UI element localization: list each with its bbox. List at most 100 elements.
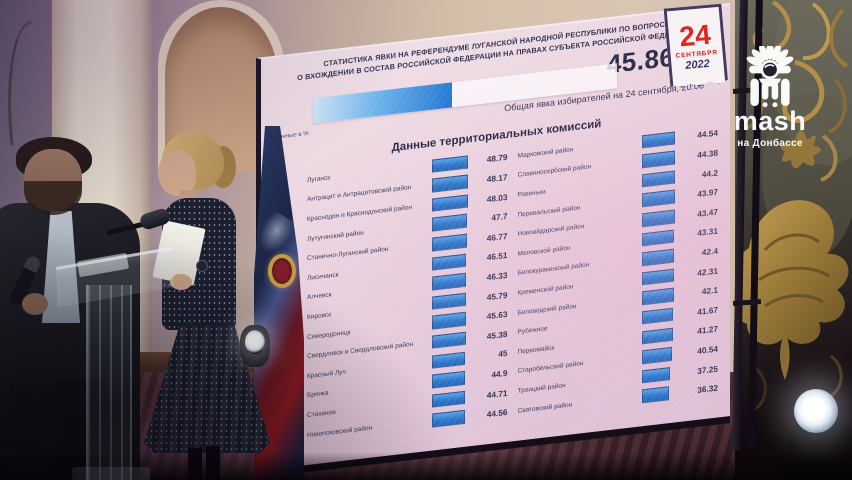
territory-bar bbox=[431, 174, 468, 193]
mash-matryoshka-logo-icon bbox=[746, 46, 794, 108]
acrylic-podium bbox=[48, 205, 180, 480]
territory-value: 43.47 bbox=[697, 206, 718, 219]
results-column-left: Луганск 48.79 Антрацит и Антрацитовский … bbox=[307, 147, 508, 445]
territory-bar bbox=[431, 292, 466, 310]
territory-bar bbox=[431, 253, 467, 271]
territory-bar bbox=[642, 209, 675, 227]
territory-bar bbox=[642, 229, 675, 247]
territory-bar-track bbox=[642, 130, 684, 149]
territory-bar bbox=[642, 268, 674, 286]
podium-acrylic-column bbox=[86, 285, 132, 480]
territory-value: 36.32 bbox=[697, 382, 718, 396]
territory-value: 41.27 bbox=[697, 323, 718, 337]
territory-bar-track bbox=[642, 150, 684, 169]
territory-bar bbox=[431, 410, 465, 428]
territory-bar bbox=[431, 272, 467, 291]
territory-bar-track bbox=[431, 174, 474, 193]
territory-bar-track bbox=[642, 267, 684, 286]
results-column-right: Марковский район 44.54 Славяносербский р… bbox=[518, 123, 719, 421]
territory-bar-track bbox=[431, 311, 474, 330]
territory-bar-track bbox=[431, 292, 474, 310]
territory-bar bbox=[431, 312, 466, 330]
territory-bar-track bbox=[642, 346, 684, 365]
man-hand bbox=[22, 293, 48, 315]
territory-value: 44.71 bbox=[486, 387, 508, 400]
territory-bar bbox=[642, 248, 674, 267]
territory-value: 44.9 bbox=[491, 367, 508, 380]
overall-turnout-progressbar-fill bbox=[313, 81, 453, 123]
territory-bar bbox=[642, 170, 676, 188]
territory-bar bbox=[642, 386, 670, 404]
territory-bar bbox=[642, 366, 670, 384]
territory-value: 45.79 bbox=[486, 289, 508, 302]
screen-content: СТАТИСТИКА ЯВКИ НА РЕФЕРЕНДУМЕ ЛУГАНСКОЙ… bbox=[261, 5, 730, 470]
territory-bar bbox=[431, 155, 469, 173]
territory-bar-track bbox=[431, 370, 474, 389]
territory-value: 43.31 bbox=[697, 225, 718, 239]
calendar-day: 24 bbox=[678, 18, 712, 53]
territory-bar bbox=[431, 351, 466, 369]
territory-bar bbox=[642, 288, 674, 306]
calendar-year: 2022 bbox=[684, 58, 711, 73]
territory-bar-track bbox=[431, 154, 474, 173]
territory-bar-track bbox=[431, 252, 474, 271]
territory-bar-track bbox=[642, 169, 684, 188]
mash-brand-text: mash bbox=[733, 106, 807, 136]
territory-value: 42.4 bbox=[701, 245, 718, 258]
territory-bar-track bbox=[642, 287, 684, 306]
territory-bar-track bbox=[642, 365, 684, 384]
territory-bar-track bbox=[431, 194, 474, 213]
territory-bar bbox=[642, 150, 676, 169]
territory-bar-track bbox=[431, 350, 474, 369]
calendar-date-card: 24 СЕНТЯБРЯ 2022 bbox=[664, 4, 729, 91]
territory-value: 46.33 bbox=[486, 269, 508, 283]
mash-watermark: mash на Донбассе bbox=[720, 46, 820, 149]
territory-value: 45.38 bbox=[486, 328, 508, 342]
territory-bar-track bbox=[431, 331, 474, 350]
territory-bar bbox=[642, 327, 673, 345]
territory-value: 48.79 bbox=[486, 152, 508, 165]
territory-bar-track bbox=[642, 228, 684, 247]
territory-bar bbox=[431, 194, 468, 213]
territory-bar bbox=[431, 331, 466, 350]
territory-bar bbox=[642, 131, 676, 149]
territory-value: 43.97 bbox=[697, 186, 718, 200]
territory-bar-track bbox=[642, 326, 684, 345]
territory-bar bbox=[642, 307, 674, 325]
territory-value: 46.51 bbox=[486, 250, 508, 263]
territory-value: 40.54 bbox=[697, 343, 718, 356]
territory-value: 47.7 bbox=[491, 211, 508, 223]
territory-bar-track bbox=[642, 385, 684, 404]
territory-bar-track bbox=[642, 208, 684, 227]
mash-region-text: на Донбассе bbox=[737, 138, 803, 149]
territory-bar-track bbox=[431, 233, 474, 252]
territory-value: 45.63 bbox=[486, 309, 508, 322]
territory-bar-track bbox=[431, 213, 474, 232]
territory-bar bbox=[431, 390, 466, 408]
territory-value: 46.77 bbox=[486, 230, 508, 244]
territory-value: 42.31 bbox=[697, 265, 718, 278]
territory-value: 44.2 bbox=[701, 167, 718, 179]
territorial-results-grid: Луганск 48.79 Антрацит и Антрацитовский … bbox=[273, 123, 720, 449]
territory-bar bbox=[431, 370, 466, 389]
territory-bar-track bbox=[431, 409, 474, 428]
territory-bar bbox=[642, 346, 673, 365]
territory-bar-track bbox=[642, 248, 684, 267]
wrist-watch bbox=[196, 260, 208, 272]
territory-bar bbox=[642, 189, 675, 208]
territory-value: 37.25 bbox=[697, 363, 718, 376]
territory-value: 48.03 bbox=[486, 191, 508, 204]
territory-bar-track bbox=[642, 306, 684, 325]
territory-value: 41.67 bbox=[697, 304, 718, 317]
territory-value: 44.54 bbox=[697, 127, 718, 141]
territory-bar bbox=[431, 233, 467, 252]
territory-value: 44.38 bbox=[697, 147, 718, 160]
led-results-screen: СТАТИСТИКА ЯВКИ НА РЕФЕРЕНДУМЕ ЛУГАНСКОЙ… bbox=[256, 3, 730, 478]
podium-microphone bbox=[138, 206, 172, 232]
territory-bar bbox=[431, 213, 468, 232]
territory-value: 44.56 bbox=[486, 407, 508, 420]
territory-bar-track bbox=[431, 272, 474, 291]
podium-base bbox=[72, 467, 150, 480]
territory-bar-track bbox=[642, 189, 684, 208]
